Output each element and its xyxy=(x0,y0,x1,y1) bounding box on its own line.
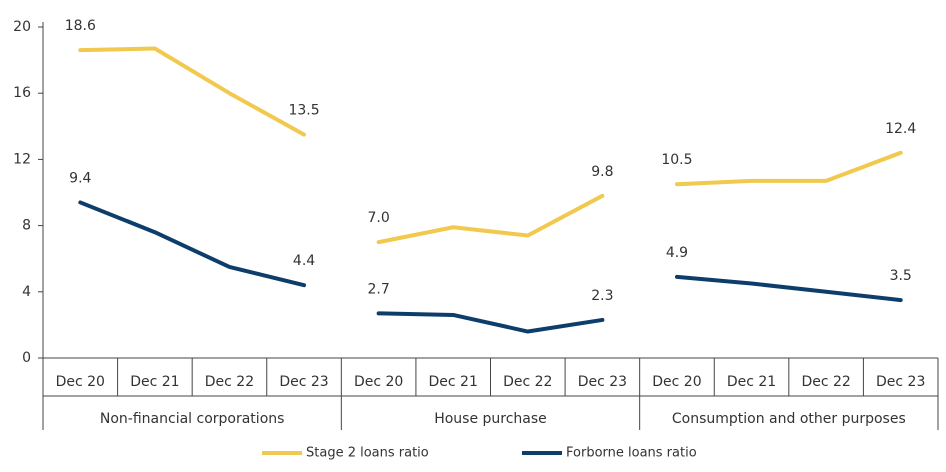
data-label: 12.4 xyxy=(885,121,916,137)
y-tick-label: 20 xyxy=(13,19,31,35)
x-tick-label: Dec 23 xyxy=(578,374,627,390)
group-label: House purchase xyxy=(434,411,547,427)
x-tick-label: Dec 22 xyxy=(801,374,850,390)
data-label: 18.6 xyxy=(65,18,96,34)
y-tick-label: 0 xyxy=(22,350,31,366)
y-tick-label: 16 xyxy=(13,85,31,101)
data-label: 9.4 xyxy=(69,170,91,186)
y-tick-label: 12 xyxy=(13,151,31,167)
series-line xyxy=(78,46,307,137)
data-label: 7.0 xyxy=(367,210,389,226)
series-line xyxy=(78,200,307,288)
data-label: 3.5 xyxy=(890,268,912,284)
data-label: 10.5 xyxy=(661,152,692,168)
y-tick-label: 4 xyxy=(22,284,31,300)
series-line xyxy=(376,193,605,245)
data-label: 4.9 xyxy=(666,245,688,261)
data-label: 9.8 xyxy=(591,164,613,180)
group-label: Consumption and other purposes xyxy=(672,411,906,427)
x-tick-label: Dec 20 xyxy=(56,374,105,390)
x-tick-label: Dec 23 xyxy=(876,374,925,390)
data-label: 13.5 xyxy=(288,103,319,119)
data-label: 4.4 xyxy=(293,253,315,269)
x-tick-label: Dec 22 xyxy=(205,374,254,390)
x-tick-label: Dec 21 xyxy=(429,374,478,390)
x-tick-label: Dec 21 xyxy=(130,374,179,390)
series-line xyxy=(674,274,903,303)
x-tick-label: Dec 21 xyxy=(727,374,776,390)
x-tick-label: Dec 20 xyxy=(652,374,701,390)
x-tick-label: Dec 22 xyxy=(503,374,552,390)
y-tick-label: 8 xyxy=(22,218,31,234)
series-line xyxy=(674,150,903,187)
data-label: 2.3 xyxy=(591,288,613,304)
legend-label: Stage 2 loans ratio xyxy=(306,446,429,461)
data-label: 2.7 xyxy=(367,281,389,297)
x-tick-label: Dec 20 xyxy=(354,374,403,390)
group-label: Non-financial corporations xyxy=(100,411,285,427)
legend-label: Forborne loans ratio xyxy=(566,446,697,461)
series-line xyxy=(376,311,605,334)
x-tick-label: Dec 23 xyxy=(279,374,328,390)
